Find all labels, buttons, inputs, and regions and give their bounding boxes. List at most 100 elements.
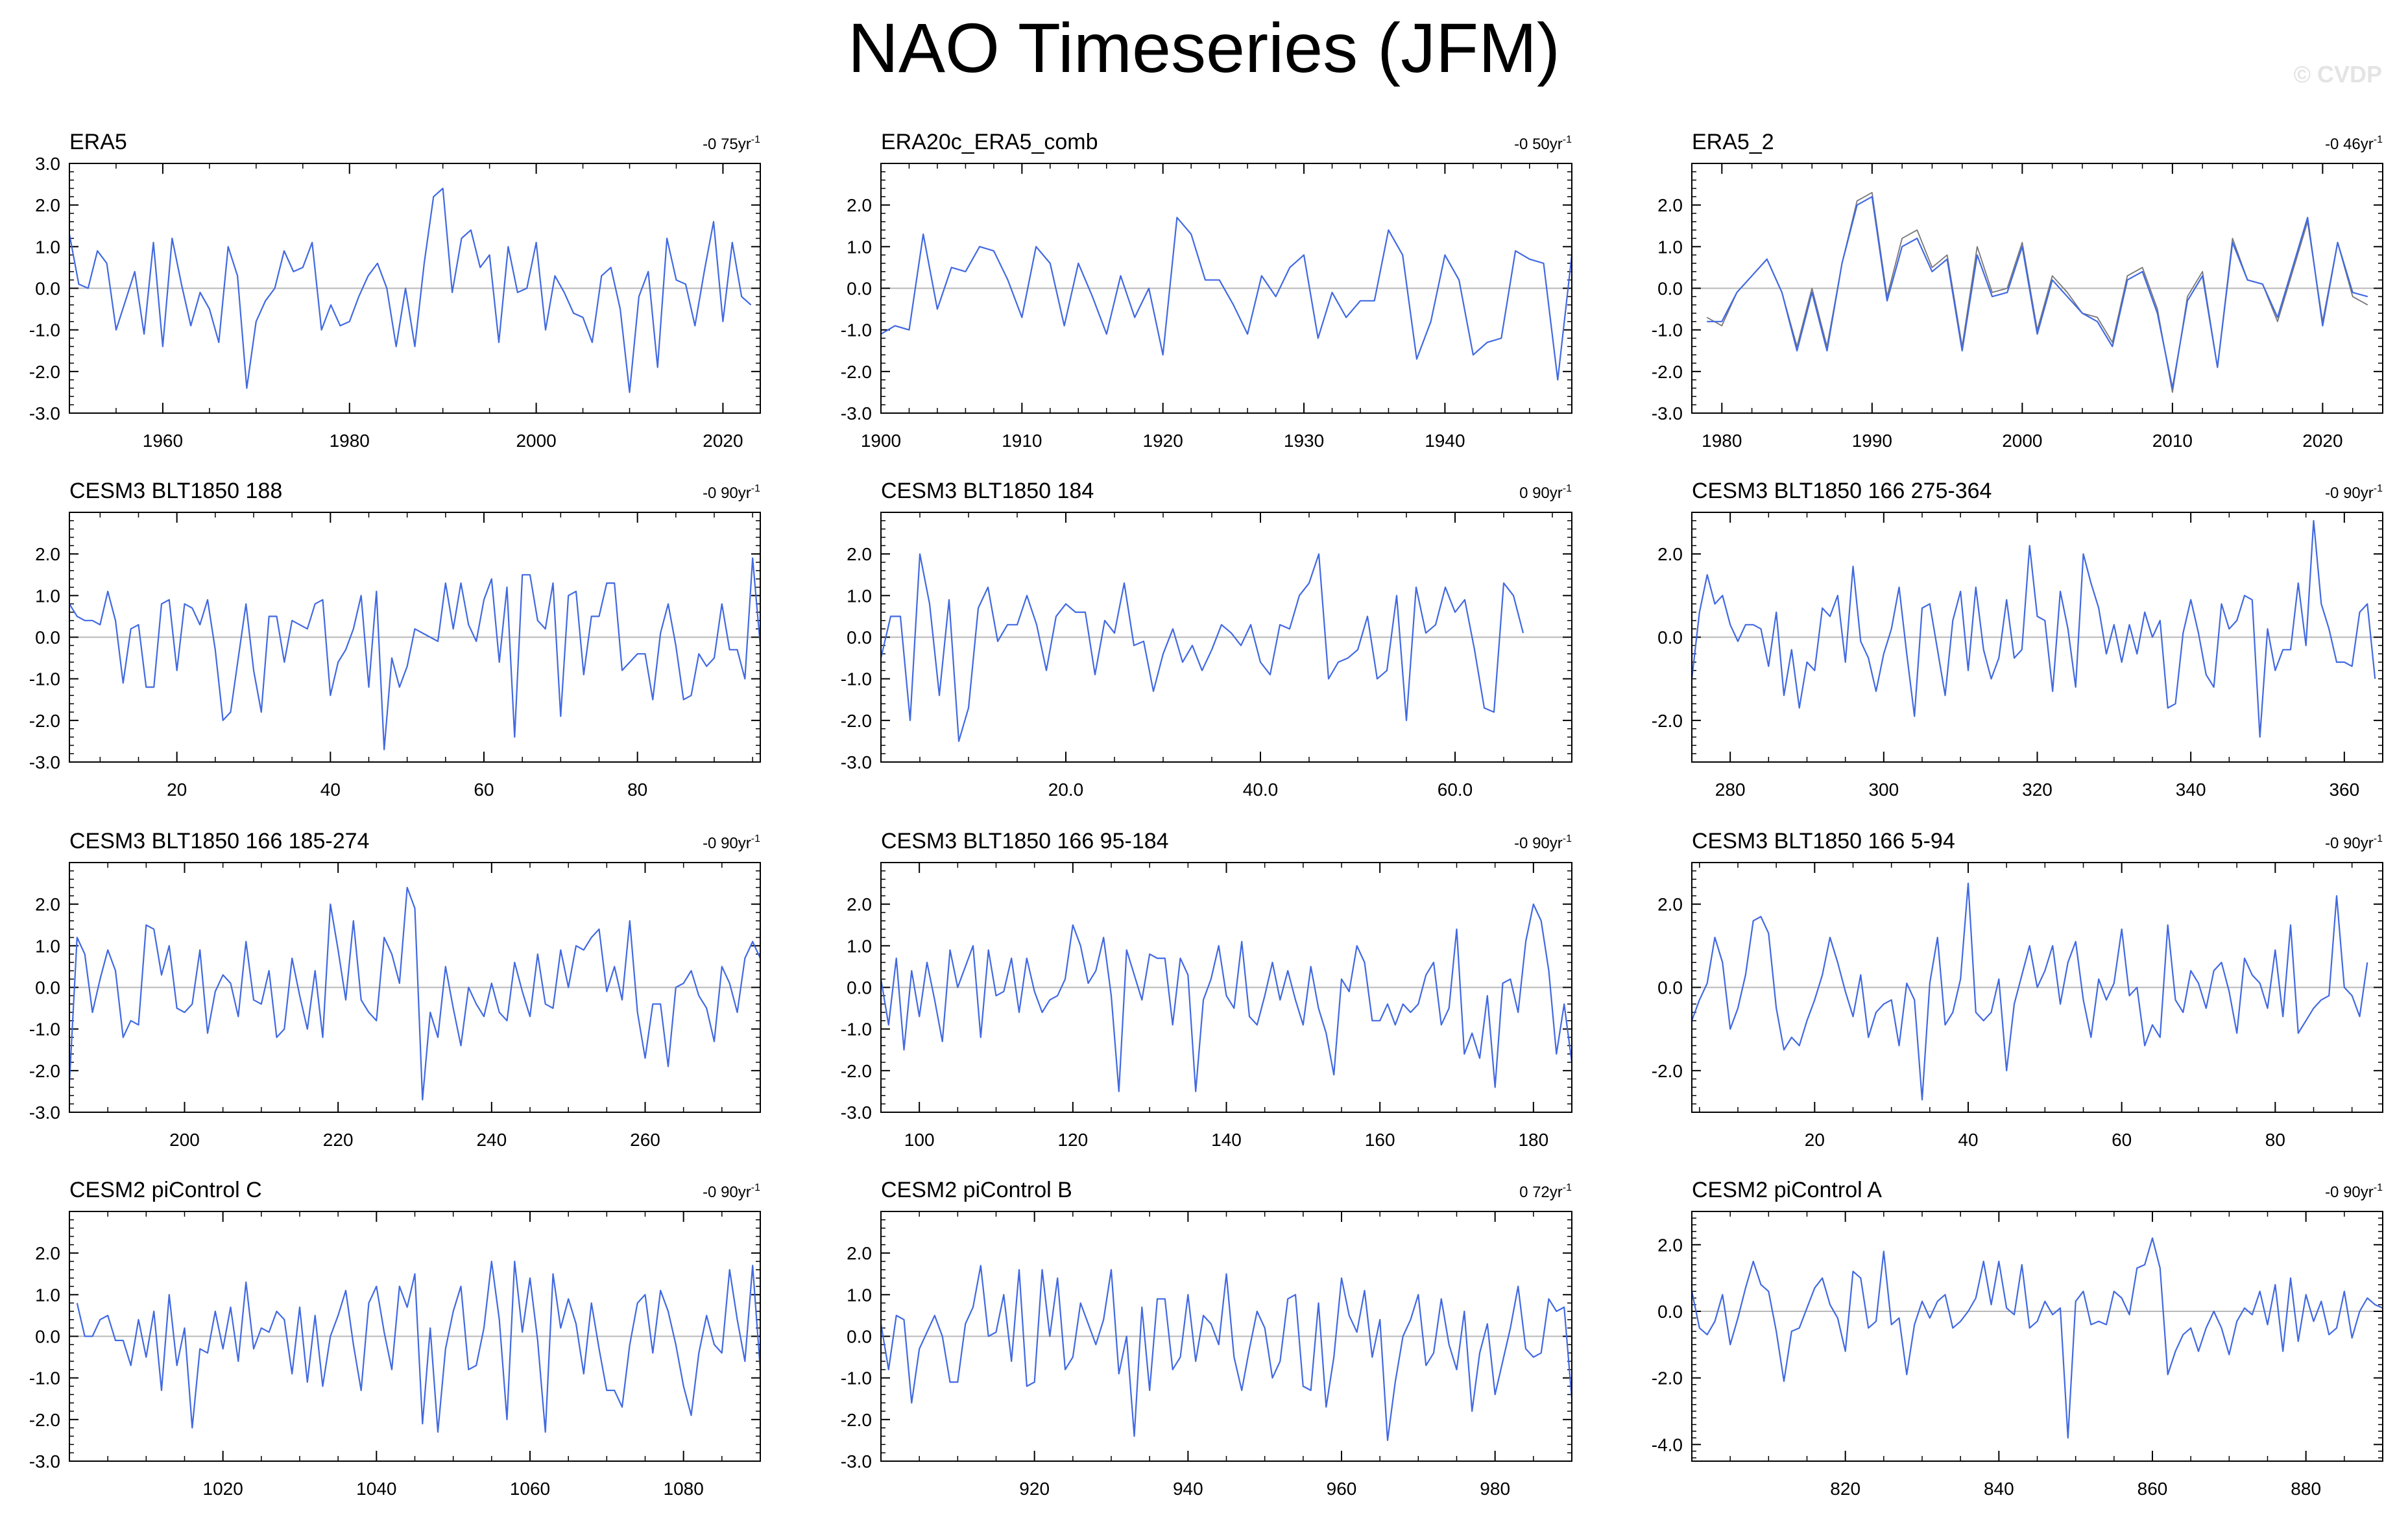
observed-series-line xyxy=(1706,191,2368,393)
nao-panel: CESM2 piControl B 0 72yr-1 -3.0 -2.0 -1.0 0.0… xyxy=(841,1178,1572,1499)
trend-label: -0 90yr-1 xyxy=(1514,833,1572,852)
x-tick-label: 20 xyxy=(1805,1130,1825,1150)
y-tick-label: 2.0 xyxy=(1657,544,1683,564)
panel-frame xyxy=(880,163,1572,414)
y-tick-label: -3.0 xyxy=(841,1103,872,1123)
x-tick-label: 880 xyxy=(2291,1479,2321,1499)
y-tick-label: -1.0 xyxy=(1652,320,1683,340)
y-tick-label: 0.0 xyxy=(35,628,60,648)
x-tick-label: 40.0 xyxy=(1243,780,1279,800)
x-tick-label: 340 xyxy=(2176,780,2206,800)
panel-title: CESM2 piControl A xyxy=(1692,1178,1882,1202)
x-tick-label: 1060 xyxy=(510,1479,550,1499)
y-tick-label: -1.0 xyxy=(29,1368,60,1389)
cvdp-watermark: © CVDP xyxy=(2293,61,2382,88)
series-line xyxy=(69,557,760,750)
x-tick-label: 860 xyxy=(2137,1479,2168,1499)
y-tick-label: 2.0 xyxy=(847,894,872,914)
nao-panel: ERA5 -0 75yr-1 -3.0 -2.0 -1.0 0.0 1.0 2.0 3.0 196… xyxy=(29,130,761,451)
panel-frame xyxy=(880,1211,1572,1462)
trend-label: -0 46yr-1 xyxy=(2325,134,2383,153)
y-tick-label: 1.0 xyxy=(35,1285,60,1305)
x-tick-label: 40 xyxy=(1958,1130,1978,1150)
x-tick-label: 280 xyxy=(1715,780,1746,800)
x-tick-label: 1920 xyxy=(1143,431,1183,451)
x-tick-label: 180 xyxy=(1518,1130,1548,1150)
y-tick-label: -3.0 xyxy=(1652,403,1683,423)
x-tick-label: 1910 xyxy=(1002,431,1042,451)
y-tick-label: -3.0 xyxy=(29,752,60,772)
nao-panel: CESM3 BLT1850 184 0 90yr-1 -3.0 -2.0 -1.0 0.0… xyxy=(841,479,1572,800)
y-tick-label: 0.0 xyxy=(847,1327,872,1347)
nao-panel: CESM2 piControl A -0 90yr-1 -4.0 -2.0 0.0 2.0… xyxy=(1652,1178,2383,1499)
x-tick-label: 60 xyxy=(2112,1130,2132,1150)
y-tick-label: -2.0 xyxy=(841,1410,872,1430)
x-tick-label: 320 xyxy=(2022,780,2053,800)
y-tick-label: 1.0 xyxy=(35,586,60,606)
y-tick-label: -3.0 xyxy=(29,1103,60,1123)
x-tick-label: 1940 xyxy=(1425,431,1465,451)
trend-label: -0 90yr-1 xyxy=(2325,483,2383,502)
panel-frame xyxy=(1691,512,2383,763)
x-tick-label: 100 xyxy=(904,1130,935,1150)
y-tick-label: -1.0 xyxy=(841,1368,872,1389)
series-line xyxy=(881,217,1572,381)
y-tick-label: 0.0 xyxy=(847,628,872,648)
nao-panel: CESM3 BLT1850 166 5-94 -0 90yr-1 -2.0 0.0 2.… xyxy=(1652,829,2383,1150)
series-line xyxy=(69,187,752,394)
y-tick-label: -2.0 xyxy=(29,1410,60,1430)
trend-label: -0 90yr-1 xyxy=(2325,1182,2383,1201)
y-tick-label: 0.0 xyxy=(35,279,60,299)
panel-frame xyxy=(1691,1211,2383,1462)
nao-panel: ERA20c_ERA5_comb -0 50yr-1 -3.0 -2.0 -1.0 0.0… xyxy=(841,130,1572,451)
figure-title: NAO Timeseries (JFM) xyxy=(847,8,1561,87)
y-tick-label: 2.0 xyxy=(35,195,60,215)
y-tick-label: 2.0 xyxy=(1657,195,1683,215)
y-tick-label: -1.0 xyxy=(29,320,60,340)
y-tick-label: -1.0 xyxy=(841,1019,872,1040)
x-tick-label: 2020 xyxy=(703,431,743,451)
x-tick-label: 1080 xyxy=(664,1479,704,1499)
series-line xyxy=(1692,882,2368,1101)
y-tick-label: 2.0 xyxy=(35,1243,60,1263)
y-tick-label: 0.0 xyxy=(35,978,60,998)
y-tick-label: -2.0 xyxy=(29,711,60,731)
trend-label: -0 90yr-1 xyxy=(703,1182,760,1201)
panel-title: CESM3 BLT1850 166 185-274 xyxy=(69,829,369,853)
x-tick-label: 160 xyxy=(1365,1130,1395,1150)
y-tick-label: 2.0 xyxy=(35,544,60,564)
x-tick-label: 1930 xyxy=(1284,431,1324,451)
series-line xyxy=(1692,519,2376,738)
panel-title: ERA5 xyxy=(69,130,127,154)
y-tick-label: -2.0 xyxy=(1652,1368,1683,1389)
trend-label: -0 90yr-1 xyxy=(703,483,760,502)
x-tick-label: 200 xyxy=(169,1130,200,1150)
trend-label: 0 90yr-1 xyxy=(1519,483,1572,502)
x-tick-label: 1900 xyxy=(861,431,901,451)
panel-frame xyxy=(69,862,761,1113)
x-tick-label: 980 xyxy=(1480,1479,1510,1499)
y-tick-label: -1.0 xyxy=(29,669,60,689)
x-tick-label: 120 xyxy=(1057,1130,1088,1150)
x-tick-label: 20 xyxy=(167,780,187,800)
x-tick-label: 1980 xyxy=(1702,431,1742,451)
y-tick-label: -3.0 xyxy=(841,1451,872,1472)
x-tick-label: 1960 xyxy=(143,431,183,451)
y-tick-label: -2.0 xyxy=(841,362,872,382)
x-tick-label: 840 xyxy=(1984,1479,2014,1499)
panel-title: CESM2 piControl B xyxy=(881,1178,1072,1202)
y-tick-label: -2.0 xyxy=(841,1061,872,1081)
panel-frame xyxy=(69,512,761,763)
panel-title: CESM3 BLT1850 166 275-364 xyxy=(1692,479,1992,503)
panel-frame xyxy=(69,163,761,414)
x-tick-label: 60 xyxy=(474,780,494,800)
y-tick-label: 1.0 xyxy=(35,936,60,956)
series-line xyxy=(1707,196,2368,389)
y-tick-label: -1.0 xyxy=(841,669,872,689)
y-tick-label: -2.0 xyxy=(841,711,872,731)
x-tick-label: 240 xyxy=(476,1130,507,1150)
panel-title: CESM3 BLT1850 184 xyxy=(881,479,1094,503)
y-tick-label: -4.0 xyxy=(1652,1435,1683,1455)
x-tick-label: 60.0 xyxy=(1438,780,1473,800)
